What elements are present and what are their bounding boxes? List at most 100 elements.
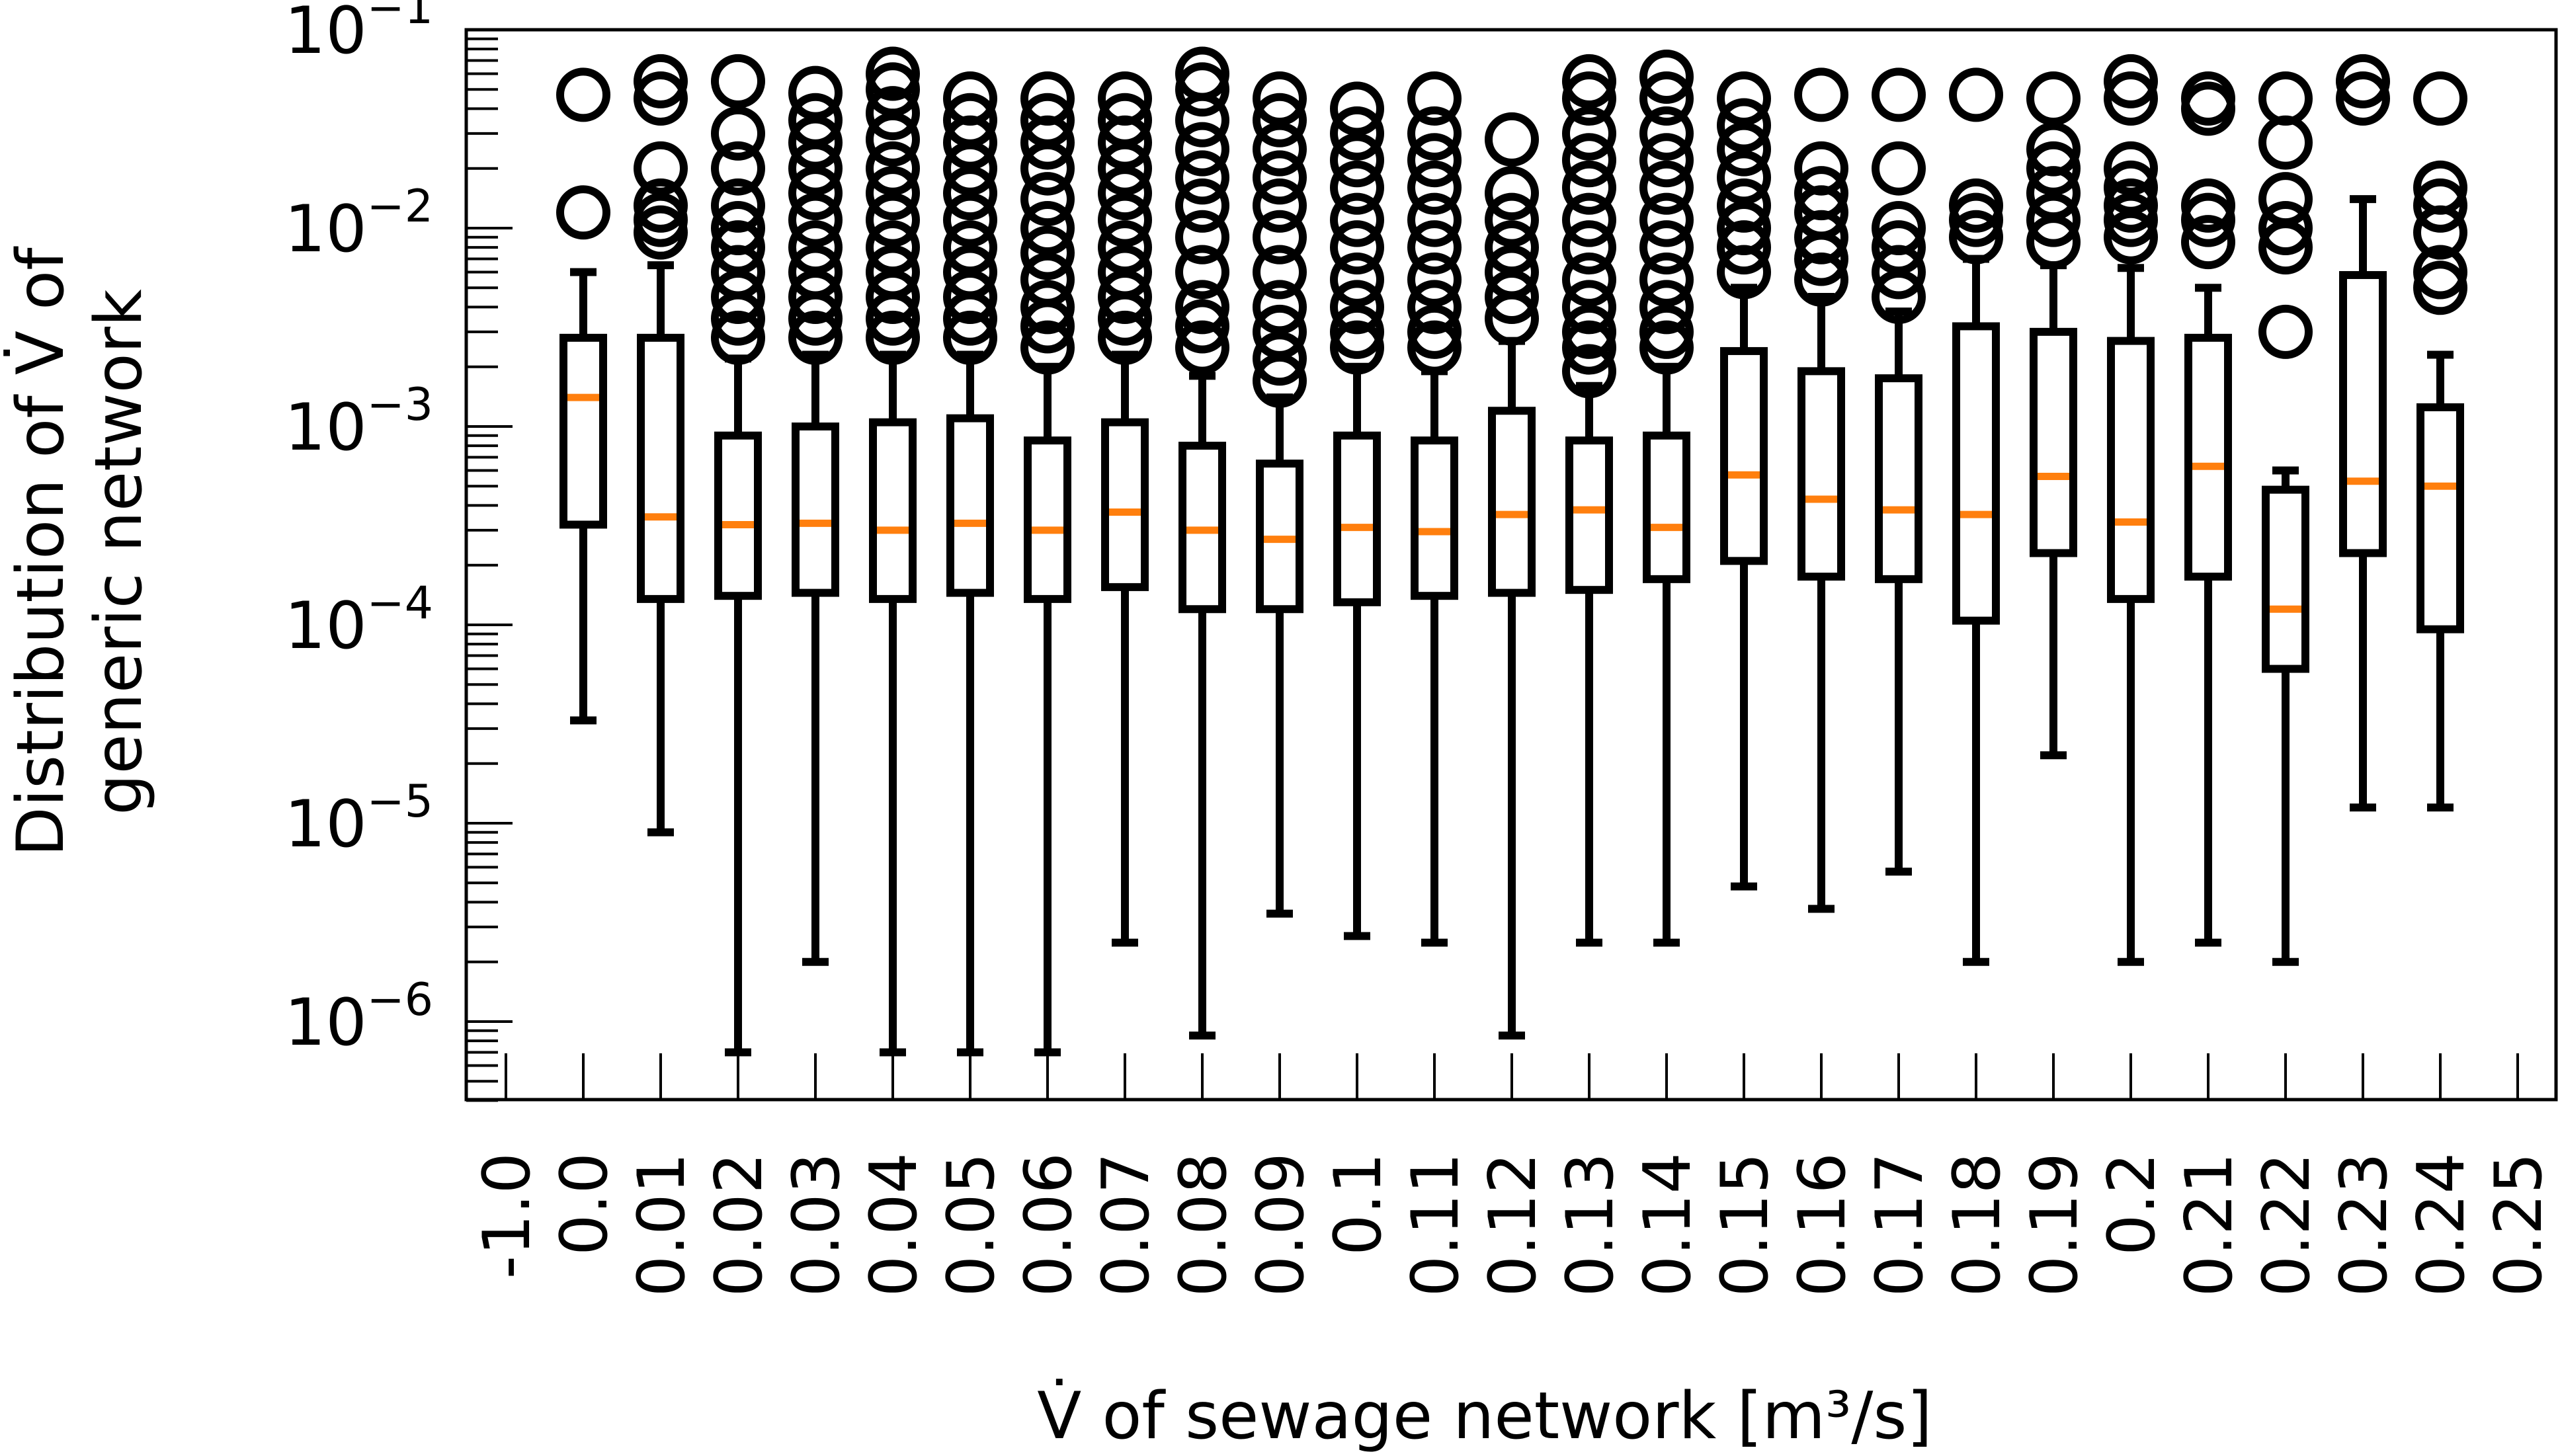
y-tick-label: 10−2: [284, 181, 433, 267]
outlier-point: [634, 54, 688, 108]
x-tick-label: 0.15: [1708, 1153, 1783, 1297]
outlier-point: [1407, 320, 1462, 375]
outlier-point: [1175, 122, 1229, 177]
outlier-point: [556, 185, 610, 240]
outlier-point: [556, 67, 610, 122]
x-tick-label: 0.11: [1398, 1153, 1473, 1297]
outlier-point: [711, 141, 765, 196]
iqr-box: [714, 431, 762, 600]
outlier-point: [943, 71, 997, 126]
outlier-point: [1098, 166, 1152, 221]
box-0.17: [1872, 67, 1926, 876]
outlier-point: [1020, 201, 1075, 255]
outlier-point: [1407, 71, 1462, 126]
outlier-point: [788, 93, 843, 147]
box-0.19: [2026, 71, 2081, 760]
outlier-point: [2258, 304, 2313, 359]
outlier-point: [1407, 106, 1462, 161]
outlier-point: [711, 178, 765, 233]
outlier-point: [1562, 344, 1616, 399]
box-0.23: [2336, 54, 2390, 812]
box-0.02: [711, 54, 765, 1057]
x-tick-label: 0.19: [2017, 1153, 2092, 1297]
outlier-point: [788, 166, 843, 221]
outlier-point: [943, 166, 997, 221]
outlier-point: [1562, 160, 1616, 215]
outlier-point: [1330, 252, 1384, 307]
box-0.18: [1949, 67, 2003, 966]
outlier-point: [2026, 71, 2081, 126]
outlier-point: [1175, 299, 1229, 354]
outlier-point: [1562, 304, 1616, 359]
outlier-point: [1872, 141, 1926, 196]
outlier-point: [943, 220, 997, 275]
iqr-box: [869, 418, 917, 603]
x-tick-label: 0.16: [1785, 1153, 1860, 1297]
box-0.06: [1020, 71, 1075, 1057]
outlier-point: [788, 192, 843, 247]
outlier-point: [1175, 280, 1229, 335]
outlier-point: [1330, 320, 1384, 375]
outlier-point: [1407, 160, 1462, 215]
outlier-point: [1098, 192, 1152, 247]
outlier-point: [788, 245, 843, 300]
outlier-point: [711, 106, 765, 161]
outlier-point: [1253, 93, 1307, 147]
y-tick-label: 10−6: [284, 974, 433, 1061]
outlier-point: [1175, 245, 1229, 300]
outlier-point: [1562, 71, 1616, 126]
outlier-point: [1562, 252, 1616, 307]
outlier-point: [2026, 192, 2081, 247]
outlier-point: [866, 166, 920, 221]
outlier-point: [1098, 93, 1152, 147]
outlier-point: [1949, 192, 2003, 247]
axes: 10−110−210−310−410−510−6-1.0 0.0 0.01 0.02 0…: [284, 0, 2558, 1297]
outlier-point: [711, 201, 765, 255]
outlier-point: [1330, 160, 1384, 215]
outlier-point: [1098, 220, 1152, 275]
outlier-point: [1872, 201, 1926, 255]
iqr-box: [792, 423, 839, 597]
outlier-point: [1562, 54, 1616, 108]
iqr-box: [559, 333, 607, 529]
outlier-point: [1098, 310, 1152, 365]
x-tick-label: 0.12: [1475, 1153, 1551, 1297]
outlier-point: [1562, 133, 1616, 188]
box-0.07: [1098, 71, 1152, 947]
box-0.2: [2104, 54, 2158, 966]
outlier-point: [1639, 160, 1694, 215]
outlier-point: [1020, 320, 1075, 375]
outlier-point: [1794, 67, 1848, 122]
outlier-point: [1175, 178, 1229, 233]
x-tick-label: 0.02: [702, 1153, 777, 1297]
x-tick-label: 0.23: [2327, 1153, 2402, 1297]
outlier-point: [2104, 192, 2158, 247]
outlier-point: [1407, 220, 1462, 275]
outlier-point: [1639, 192, 1694, 247]
outlier-point: [866, 245, 920, 300]
outlier-point: [634, 141, 688, 196]
outlier-point: [788, 220, 843, 275]
outlier-point: [1639, 320, 1694, 375]
outlier-point: [1717, 150, 1771, 205]
outlier-point: [711, 54, 765, 108]
box-0.16: [1794, 67, 1848, 913]
outlier-point: [2258, 71, 2313, 126]
outlier-point: [1717, 178, 1771, 233]
box-0.15: [1717, 71, 1771, 891]
box-0.09: [1253, 71, 1307, 918]
outlier-point: [711, 310, 765, 365]
iqr-box: [2107, 337, 2155, 603]
outlier-point: [1717, 71, 1771, 126]
outlier-point: [2104, 141, 2158, 196]
outlier-point: [1407, 192, 1462, 247]
outlier-point: [866, 46, 920, 101]
iqr-box: [1101, 418, 1149, 591]
y-axis-label-line-2: generic network: [81, 289, 157, 815]
outlier-point: [1639, 252, 1694, 307]
outlier-point: [1949, 67, 2003, 122]
box-0.22: [2258, 71, 2313, 966]
outlier-point: [1407, 304, 1462, 359]
outlier-point: [2181, 215, 2235, 270]
